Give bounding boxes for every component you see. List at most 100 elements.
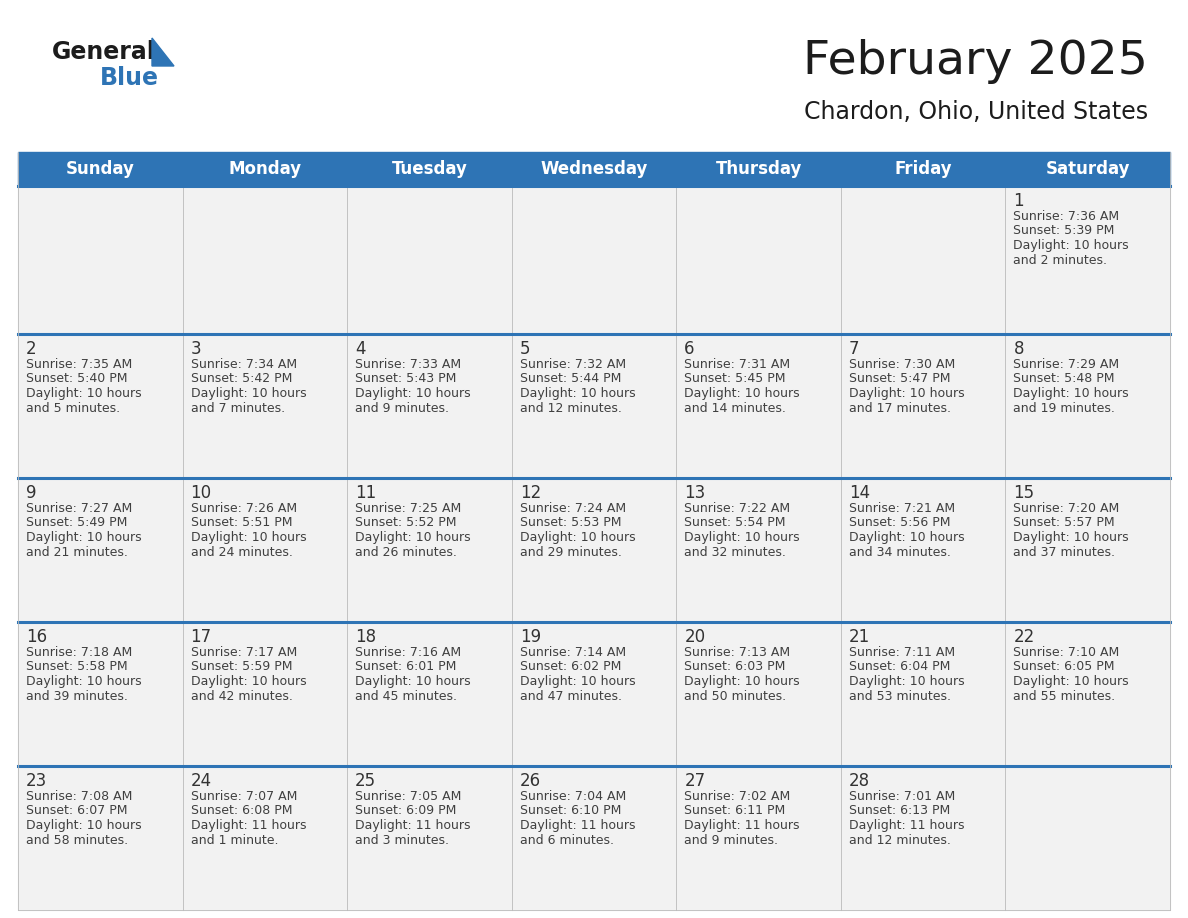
Bar (676, 766, 841, 910)
Text: Daylight: 10 hours: Daylight: 10 hours (26, 675, 141, 688)
Text: Sunrise: 7:20 AM: Sunrise: 7:20 AM (1013, 502, 1119, 515)
Text: 6: 6 (684, 340, 695, 358)
Bar (512, 478, 676, 622)
Text: Sunset: 5:51 PM: Sunset: 5:51 PM (190, 517, 292, 530)
Text: Sunset: 6:10 PM: Sunset: 6:10 PM (519, 804, 621, 818)
Text: Daylight: 10 hours: Daylight: 10 hours (190, 531, 307, 544)
Text: Daylight: 10 hours: Daylight: 10 hours (355, 387, 470, 400)
Text: Daylight: 10 hours: Daylight: 10 hours (26, 531, 141, 544)
Bar (841, 478, 1005, 622)
Text: Sunset: 5:43 PM: Sunset: 5:43 PM (355, 373, 456, 386)
Text: Daylight: 11 hours: Daylight: 11 hours (519, 819, 636, 832)
Text: Sunset: 5:42 PM: Sunset: 5:42 PM (190, 373, 292, 386)
Text: Daylight: 10 hours: Daylight: 10 hours (1013, 387, 1129, 400)
Bar (676, 334, 841, 478)
Text: Sunrise: 7:29 AM: Sunrise: 7:29 AM (1013, 358, 1119, 371)
Text: 16: 16 (26, 628, 48, 646)
Text: 27: 27 (684, 772, 706, 790)
Text: and 12 minutes.: and 12 minutes. (849, 834, 950, 846)
Text: Daylight: 10 hours: Daylight: 10 hours (26, 819, 141, 832)
Text: Sunrise: 7:33 AM: Sunrise: 7:33 AM (355, 358, 461, 371)
Text: Daylight: 10 hours: Daylight: 10 hours (684, 675, 800, 688)
Bar (841, 334, 1005, 478)
Text: Blue: Blue (100, 66, 159, 90)
Text: and 55 minutes.: and 55 minutes. (1013, 689, 1116, 702)
Bar (183, 334, 347, 478)
Text: Daylight: 11 hours: Daylight: 11 hours (355, 819, 470, 832)
Text: Sunset: 6:08 PM: Sunset: 6:08 PM (190, 804, 292, 818)
Text: 2: 2 (26, 340, 37, 358)
Text: and 9 minutes.: and 9 minutes. (684, 834, 778, 846)
Text: 8: 8 (1013, 340, 1024, 358)
Text: Sunrise: 7:36 AM: Sunrise: 7:36 AM (1013, 210, 1119, 223)
Bar (841, 186, 1005, 334)
Bar (1005, 186, 1170, 334)
Text: Sunrise: 7:24 AM: Sunrise: 7:24 AM (519, 502, 626, 515)
Text: Sunset: 5:56 PM: Sunset: 5:56 PM (849, 517, 950, 530)
Bar (347, 334, 512, 478)
Text: 5: 5 (519, 340, 530, 358)
Text: Daylight: 10 hours: Daylight: 10 hours (1013, 675, 1129, 688)
Text: Sunrise: 7:01 AM: Sunrise: 7:01 AM (849, 790, 955, 803)
Text: Sunrise: 7:35 AM: Sunrise: 7:35 AM (26, 358, 132, 371)
Text: 26: 26 (519, 772, 541, 790)
Text: 18: 18 (355, 628, 377, 646)
Text: Sunrise: 7:31 AM: Sunrise: 7:31 AM (684, 358, 790, 371)
Text: Chardon, Ohio, United States: Chardon, Ohio, United States (804, 100, 1148, 124)
Text: Daylight: 10 hours: Daylight: 10 hours (684, 531, 800, 544)
Text: Sunrise: 7:22 AM: Sunrise: 7:22 AM (684, 502, 790, 515)
Text: and 39 minutes.: and 39 minutes. (26, 689, 128, 702)
Bar (841, 622, 1005, 766)
Text: Sunset: 6:02 PM: Sunset: 6:02 PM (519, 660, 621, 674)
Text: Sunset: 5:47 PM: Sunset: 5:47 PM (849, 373, 950, 386)
Text: Sunrise: 7:34 AM: Sunrise: 7:34 AM (190, 358, 297, 371)
Text: and 24 minutes.: and 24 minutes. (190, 545, 292, 558)
Bar (676, 622, 841, 766)
Text: Sunrise: 7:16 AM: Sunrise: 7:16 AM (355, 646, 461, 659)
Text: 28: 28 (849, 772, 870, 790)
Text: 23: 23 (26, 772, 48, 790)
Text: Sunset: 6:07 PM: Sunset: 6:07 PM (26, 804, 127, 818)
Text: Sunrise: 7:21 AM: Sunrise: 7:21 AM (849, 502, 955, 515)
Bar (347, 766, 512, 910)
Text: Sunday: Sunday (65, 160, 134, 178)
Text: Sunset: 5:57 PM: Sunset: 5:57 PM (1013, 517, 1116, 530)
Text: and 9 minutes.: and 9 minutes. (355, 401, 449, 415)
Bar (512, 186, 676, 334)
Text: 10: 10 (190, 484, 211, 502)
Text: and 42 minutes.: and 42 minutes. (190, 689, 292, 702)
Text: and 21 minutes.: and 21 minutes. (26, 545, 128, 558)
Text: Sunset: 6:01 PM: Sunset: 6:01 PM (355, 660, 456, 674)
Text: Tuesday: Tuesday (392, 160, 467, 178)
Text: Daylight: 10 hours: Daylight: 10 hours (1013, 239, 1129, 252)
Bar (18, 766, 183, 910)
Bar (1005, 478, 1170, 622)
Text: Daylight: 10 hours: Daylight: 10 hours (849, 387, 965, 400)
Text: Sunrise: 7:04 AM: Sunrise: 7:04 AM (519, 790, 626, 803)
Text: Sunset: 6:11 PM: Sunset: 6:11 PM (684, 804, 785, 818)
Text: Daylight: 10 hours: Daylight: 10 hours (355, 675, 470, 688)
Text: 22: 22 (1013, 628, 1035, 646)
Bar (18, 478, 183, 622)
Text: 13: 13 (684, 484, 706, 502)
Text: Sunset: 5:52 PM: Sunset: 5:52 PM (355, 517, 456, 530)
Text: Wednesday: Wednesday (541, 160, 647, 178)
Bar (18, 186, 183, 334)
Text: and 7 minutes.: and 7 minutes. (190, 401, 285, 415)
Text: Sunset: 5:54 PM: Sunset: 5:54 PM (684, 517, 785, 530)
Text: and 14 minutes.: and 14 minutes. (684, 401, 786, 415)
Text: 20: 20 (684, 628, 706, 646)
Text: Daylight: 11 hours: Daylight: 11 hours (849, 819, 965, 832)
Bar (347, 478, 512, 622)
Text: Thursday: Thursday (715, 160, 802, 178)
Text: Daylight: 11 hours: Daylight: 11 hours (190, 819, 307, 832)
Text: Sunset: 5:59 PM: Sunset: 5:59 PM (190, 660, 292, 674)
Bar (1005, 766, 1170, 910)
Bar (183, 622, 347, 766)
Bar (512, 766, 676, 910)
Text: and 58 minutes.: and 58 minutes. (26, 834, 128, 846)
Text: Sunset: 5:40 PM: Sunset: 5:40 PM (26, 373, 127, 386)
Text: General: General (52, 40, 156, 64)
Bar (676, 186, 841, 334)
Text: Sunrise: 7:32 AM: Sunrise: 7:32 AM (519, 358, 626, 371)
